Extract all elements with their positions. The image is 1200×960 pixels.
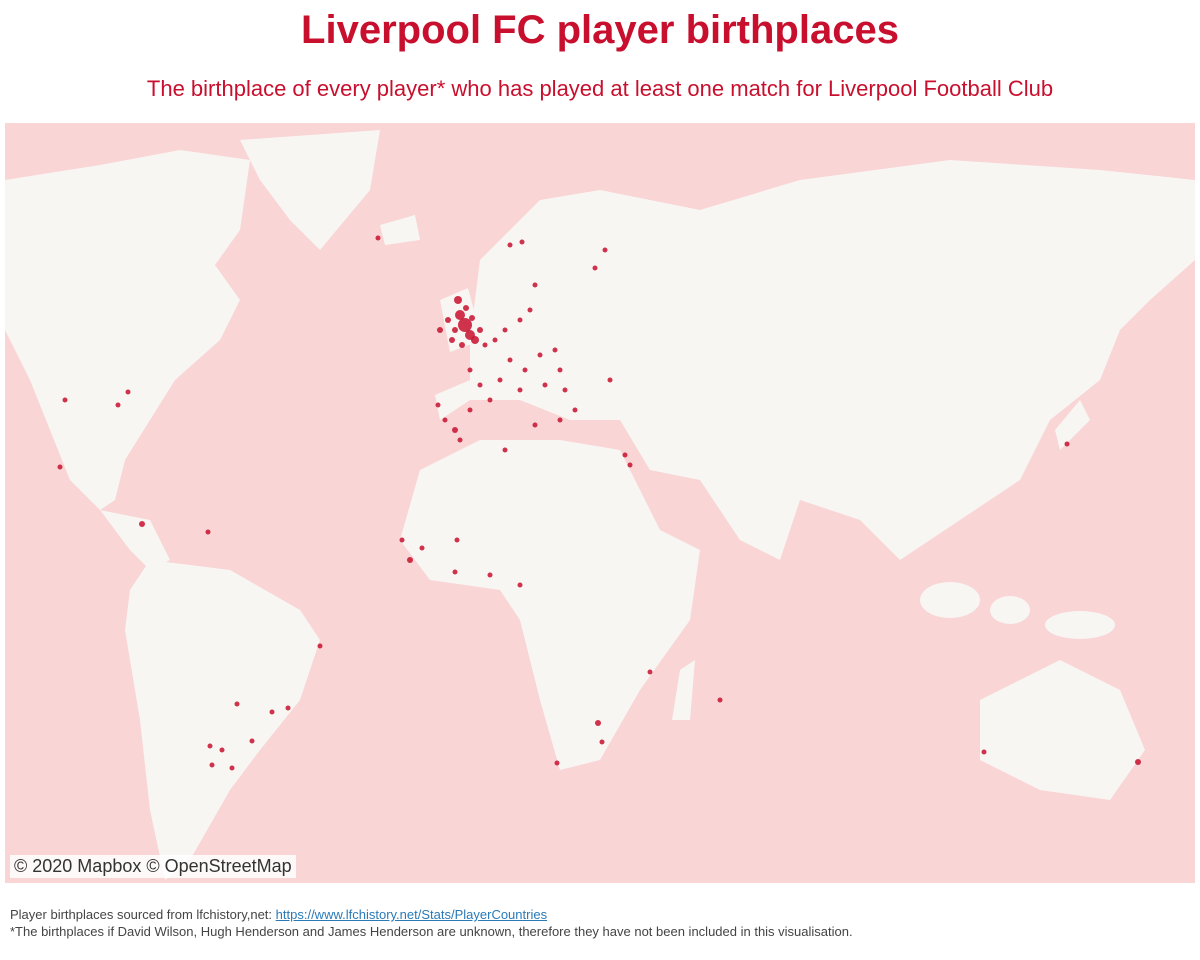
birthplace-dot bbox=[517, 582, 523, 588]
footer: Player birthplaces sourced from lfchisto… bbox=[10, 906, 853, 940]
birthplace-dot bbox=[459, 342, 465, 348]
birthplace-dot bbox=[452, 327, 458, 333]
birthplace-dot bbox=[522, 367, 528, 373]
birthplace-dot bbox=[599, 739, 605, 745]
birthplace-dot bbox=[552, 347, 558, 353]
birthplace-dot bbox=[532, 282, 538, 288]
birthplace-dot bbox=[471, 336, 479, 344]
birthplace-dot bbox=[607, 377, 613, 383]
birthplace-dot bbox=[532, 422, 538, 428]
birthplace-dot bbox=[1064, 441, 1070, 447]
birthplace-dot bbox=[557, 417, 563, 423]
birthplace-dot bbox=[592, 265, 598, 271]
birthplace-dot bbox=[487, 397, 493, 403]
title: Liverpool FC player birthplaces bbox=[301, 8, 899, 52]
birthplace-dot bbox=[285, 705, 291, 711]
birthplace-dot bbox=[375, 235, 381, 241]
birthplace-dot bbox=[477, 382, 483, 388]
birthplace-dot bbox=[497, 377, 503, 383]
source-line: Player birthplaces sourced from lfchisto… bbox=[10, 906, 853, 923]
birthplace-dot bbox=[554, 760, 560, 766]
birthplace-dot bbox=[517, 387, 523, 393]
birthplace-dot bbox=[449, 337, 455, 343]
birthplace-dot bbox=[249, 738, 255, 744]
birthplace-dot bbox=[442, 417, 448, 423]
birthplace-dot bbox=[507, 357, 513, 363]
birthplace-dot bbox=[482, 342, 488, 348]
birthplace-dots bbox=[57, 235, 1141, 771]
birthplace-dot bbox=[454, 296, 462, 304]
birthplace-dot bbox=[457, 437, 463, 443]
birthplace-dot bbox=[125, 389, 131, 395]
birthplace-dot bbox=[557, 367, 563, 373]
birthplace-dot bbox=[717, 697, 723, 703]
birthplace-dot bbox=[419, 545, 425, 551]
birthplace-dot bbox=[492, 337, 498, 343]
birthplace-dot bbox=[467, 367, 473, 373]
birthplace-dot bbox=[57, 464, 63, 470]
birthplace-dot bbox=[519, 239, 525, 245]
birthplace-dot bbox=[517, 317, 523, 323]
birthplace-dot bbox=[452, 427, 458, 433]
birthplace-dot bbox=[469, 315, 475, 321]
birthplace-dot bbox=[435, 402, 441, 408]
birthplace-dot bbox=[139, 521, 145, 527]
birthplace-dot bbox=[477, 327, 483, 333]
source-text: Player birthplaces sourced from lfchisto… bbox=[10, 907, 273, 922]
source-link[interactable]: https://www.lfchistory.net/Stats/PlayerC… bbox=[275, 907, 548, 922]
birthplace-dot bbox=[445, 317, 451, 323]
birthplace-dot bbox=[463, 305, 469, 311]
birthplace-dot bbox=[458, 318, 472, 332]
birthplace-dot bbox=[487, 572, 493, 578]
birthplace-dot bbox=[622, 452, 628, 458]
map-attribution: © 2020 Mapbox © OpenStreetMap bbox=[10, 855, 296, 878]
birthplace-dot bbox=[595, 720, 601, 726]
birthplace-dot bbox=[562, 387, 568, 393]
birthplace-dot bbox=[399, 537, 405, 543]
birthplace-dot bbox=[981, 749, 987, 755]
footnote: *The birthplaces if David Wilson, Hugh H… bbox=[10, 924, 853, 939]
birthplace-dot bbox=[205, 529, 211, 535]
subtitle: The birthplace of every player* who has … bbox=[146, 76, 1054, 101]
birthplace-dot bbox=[527, 307, 533, 313]
birthplace-dot bbox=[209, 762, 215, 768]
land bbox=[5, 130, 1195, 880]
birthplace-dot bbox=[502, 447, 508, 453]
birthplace-dot bbox=[62, 397, 68, 403]
birthplace-dot bbox=[207, 743, 213, 749]
birthplace-dot bbox=[219, 747, 225, 753]
birthplace-dot bbox=[537, 352, 543, 358]
birthplace-dot bbox=[507, 242, 513, 248]
birthplace-dot bbox=[1135, 759, 1141, 765]
birthplace-dot bbox=[602, 247, 608, 253]
birthplace-dot bbox=[455, 310, 465, 320]
birthplace-dot bbox=[115, 402, 121, 408]
birthplace-dot bbox=[572, 407, 578, 413]
birthplace-dot bbox=[317, 643, 323, 649]
birthplace-dot bbox=[454, 537, 460, 543]
birthplace-dot bbox=[647, 669, 653, 675]
birthplace-dot bbox=[229, 765, 235, 771]
birthplace-dot bbox=[234, 701, 240, 707]
birthplace-dot bbox=[452, 569, 458, 575]
birthplace-dot bbox=[467, 407, 473, 413]
map bbox=[5, 123, 1195, 883]
birthplace-dot bbox=[437, 327, 443, 333]
birthplace-dot bbox=[269, 709, 275, 715]
birthplace-dot bbox=[627, 462, 633, 468]
birthplace-dot bbox=[407, 557, 413, 563]
birthplace-dot bbox=[542, 382, 548, 388]
birthplace-dot bbox=[502, 327, 508, 333]
